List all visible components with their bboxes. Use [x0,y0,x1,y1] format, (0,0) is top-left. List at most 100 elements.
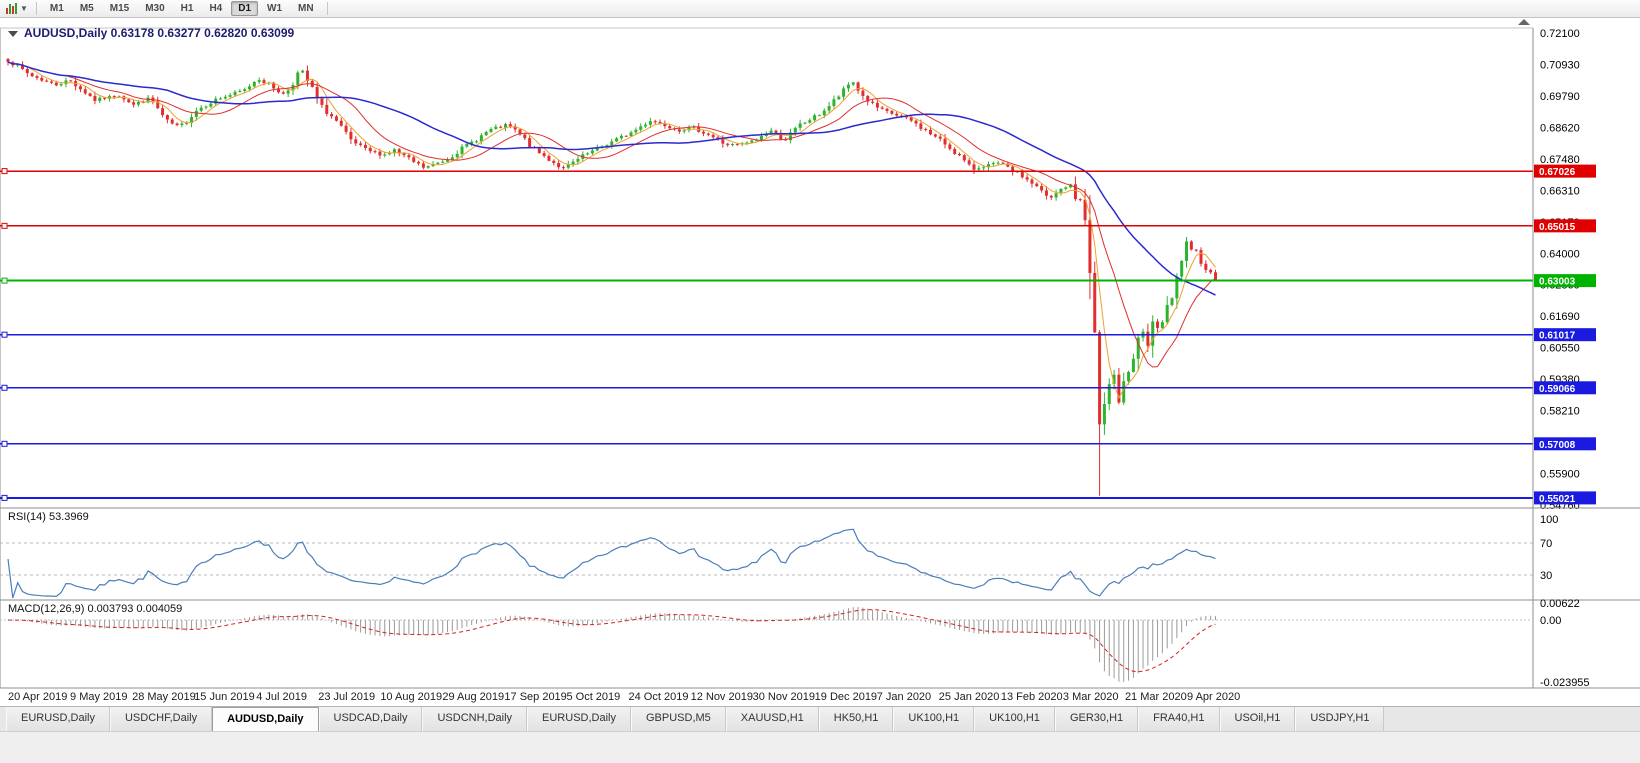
timeframe-button-m30[interactable]: M30 [145,3,165,14]
candle-body [513,126,517,130]
hline-handle-icon[interactable] [1,494,8,501]
candle-body [779,132,783,140]
candle-body [629,132,633,137]
candle-body [262,80,266,83]
candle-body [682,130,686,132]
candle-body [248,86,251,90]
hline-handle-icon[interactable] [1,384,8,391]
timeframe-button-d1[interactable]: D1 [231,1,259,16]
chart-area[interactable]: 0.72100 0.70930 0.69790 0.68620 0.67480 0.663… [0,18,1640,706]
chart-tab-audusd-daily[interactable]: AUDUSD,Daily [212,707,319,731]
candle-body [571,161,575,165]
candle-body [1185,241,1189,261]
candle-body [619,135,623,139]
candle-body [296,72,300,86]
chart-tab-usdchf-daily[interactable]: USDCHF,Daily [109,707,213,731]
price-axis-label: 0.70930 [1540,59,1580,71]
candle-body [991,162,995,165]
candle-body [827,105,831,111]
chart-tab-usoil-h1[interactable]: USOil,H1 [1219,707,1296,731]
chart-type-icon[interactable] [6,3,17,14]
hline-handle-icon[interactable] [1,168,8,175]
candle-body [726,143,730,145]
candle-body [305,70,309,81]
timeframe-toolbar: ▼ M1 M5 M15 M30 H1 H4 D1 W1 MN [0,0,1640,18]
candle-body [909,117,913,121]
chart-tab-uk100-h1[interactable]: UK100,H1 [893,707,975,731]
candle-body [146,97,150,103]
chart-tab-ger30-h1[interactable]: GER30,H1 [1054,707,1139,731]
candle-body [731,144,734,146]
candle-body [330,113,334,117]
candle-body [209,103,213,107]
date-axis-label: 9 Apr 2020 [1187,691,1240,703]
candle-body [706,133,710,135]
candle-body [315,86,319,99]
date-axis-label: 12 Nov 2019 [691,691,753,703]
candle-body [1112,374,1116,385]
candle-body [861,90,865,96]
candle-body [204,106,208,108]
candle-body [1011,166,1015,172]
price-badge-label: 0.63003 [1539,277,1576,288]
timeframe-button-m1[interactable]: M1 [49,3,64,14]
chart-tab-usdcnh-daily[interactable]: USDCNH,Daily [422,707,528,731]
candle-body [407,155,411,158]
candle-body [402,152,406,156]
candle-body [392,149,396,153]
hline-handle-icon[interactable] [1,331,8,338]
date-axis-label: 7 Jan 2020 [877,691,931,703]
hline-handle-icon[interactable] [1,440,8,447]
candle-body [78,86,82,90]
candle-body [136,101,140,105]
price-axis-label: 0.68620 [1540,122,1580,134]
chart-tab-usdcad-daily[interactable]: USDCAD,Daily [318,707,423,731]
candle-body [257,80,261,82]
timeframe-button-h4[interactable]: H4 [209,3,223,14]
candle-body [508,124,512,127]
chart-tab-usdjpy-h1[interactable]: USDJPY,H1 [1295,707,1385,731]
candle-body [793,127,797,133]
chart-tab-eurusd-daily[interactable]: EURUSD,Daily [6,707,110,731]
chart-tab-eurusd-daily[interactable]: EURUSD,Daily [527,707,631,731]
candle-body [711,134,715,138]
candle-body [1001,162,1005,164]
candle-body [199,107,203,111]
timeframe-button-w1[interactable]: W1 [267,3,283,14]
candle-body [1146,331,1150,346]
timeframe-button-h1[interactable]: H1 [180,3,194,14]
candle-body [1102,403,1106,425]
candle-body [668,126,672,129]
chart-tab-uk100-h1[interactable]: UK100,H1 [974,707,1055,731]
candle-body [977,168,981,170]
one-click-trading-icon[interactable] [8,31,18,37]
chart-tab-gbpusd-m5[interactable]: GBPUSD,M5 [631,707,726,731]
hline-handle-icon[interactable] [1,222,8,229]
candle-body [1093,272,1097,333]
chart-tab-xauusd-h1[interactable]: XAUUSD,H1 [725,707,819,731]
candle-body [895,113,899,116]
date-axis-label: 28 May 2019 [132,691,196,703]
chart-tab-fra40-h1[interactable]: FRA40,H1 [1138,707,1220,731]
price-axis-label: 0.66310 [1540,185,1580,197]
chart-dropdown-caret-icon[interactable]: ▼ [20,4,28,13]
date-axis-label: 3 Mar 2020 [1063,691,1119,703]
timeframe-button-m5[interactable]: M5 [79,3,94,14]
price-axis-label: 0.69790 [1540,91,1580,103]
chart-tab-hk50-h1[interactable]: HK50,H1 [818,707,894,731]
date-axis-label: 13 Feb 2020 [1001,691,1063,703]
candle-body [1098,332,1102,425]
timeframe-button-mn[interactable]: MN [298,3,314,14]
candle-body [103,97,107,99]
timeframe-button-m15[interactable]: M15 [109,3,130,14]
candle-body [503,124,507,128]
candle-body [412,157,416,162]
candle-body [528,138,532,148]
candle-body [904,116,908,118]
price-axis-bg [1533,18,1640,706]
candle-body [769,130,773,134]
candle-body [301,70,305,73]
moving-average-13 [7,61,1216,368]
date-axis-label: 23 Jul 2019 [318,691,375,703]
hline-handle-icon[interactable] [1,277,8,284]
